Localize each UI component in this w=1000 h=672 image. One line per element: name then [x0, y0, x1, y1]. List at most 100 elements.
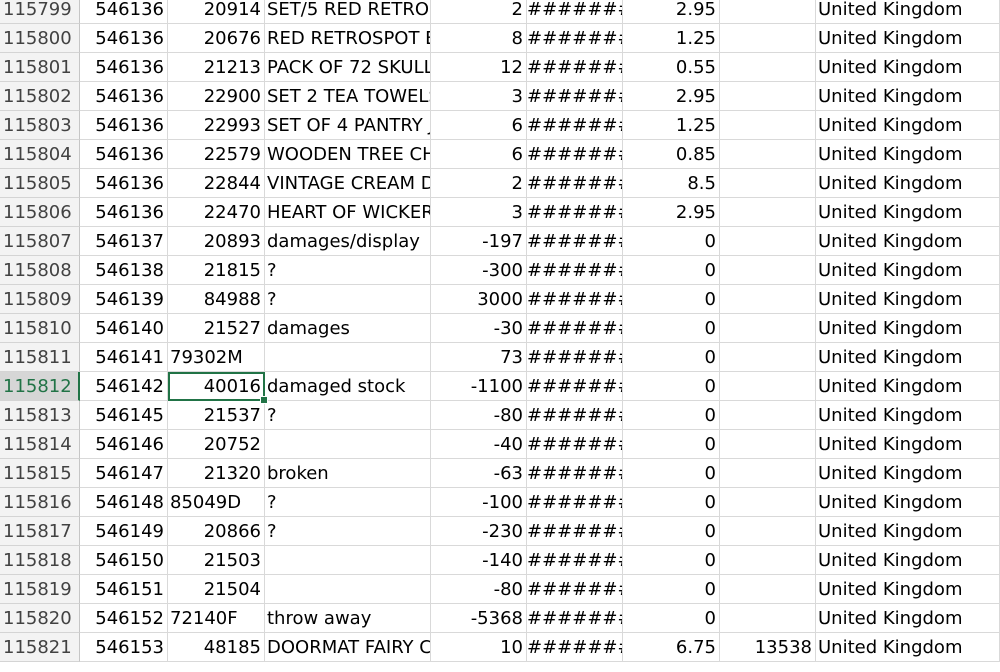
row-header[interactable]: 115819: [0, 575, 80, 604]
cell-invoice[interactable]: 546136: [80, 169, 168, 198]
cell-stock-code[interactable]: 21213: [168, 53, 265, 82]
cell-unit-price[interactable]: 0: [623, 285, 720, 314]
cell-country[interactable]: United Kingdom: [816, 227, 1000, 256]
cell-quantity[interactable]: -40: [431, 430, 527, 459]
cell-country[interactable]: United Kingdom: [816, 459, 1000, 488]
cell-invoice[interactable]: 546147: [80, 459, 168, 488]
cell-invoice[interactable]: 546140: [80, 314, 168, 343]
cell-customer-id[interactable]: [720, 604, 816, 633]
cell-quantity[interactable]: 6: [431, 111, 527, 140]
cell-stock-code[interactable]: 22993: [168, 111, 265, 140]
cell-country[interactable]: United Kingdom: [816, 633, 1000, 662]
cell-quantity[interactable]: -230: [431, 517, 527, 546]
row-header[interactable]: 115805: [0, 169, 80, 198]
cell-unit-price[interactable]: 0: [623, 546, 720, 575]
cell-quantity[interactable]: -197: [431, 227, 527, 256]
cell-invoice[interactable]: 546136: [80, 53, 168, 82]
cell-country[interactable]: United Kingdom: [816, 314, 1000, 343]
row-header[interactable]: 115804: [0, 140, 80, 169]
cell-unit-price[interactable]: 2.95: [623, 198, 720, 227]
cell-quantity[interactable]: 12: [431, 53, 527, 82]
cell-invoice-date[interactable]: ########: [527, 604, 623, 633]
cell-customer-id[interactable]: [720, 372, 816, 401]
cell-unit-price[interactable]: 0: [623, 459, 720, 488]
cell-invoice[interactable]: 546149: [80, 517, 168, 546]
cell-stock-code[interactable]: 21537: [168, 401, 265, 430]
cell-stock-code[interactable]: 21504: [168, 575, 265, 604]
cell-description[interactable]: VINTAGE CREAM DOG FOOD: [265, 169, 431, 198]
cell-quantity[interactable]: 8: [431, 24, 527, 53]
cell-invoice[interactable]: 546136: [80, 24, 168, 53]
cell-invoice[interactable]: 546136: [80, 82, 168, 111]
cell-quantity[interactable]: 2: [431, 0, 527, 24]
cell-customer-id[interactable]: [720, 546, 816, 575]
cell-customer-id[interactable]: [720, 140, 816, 169]
cell-invoice[interactable]: 546136: [80, 111, 168, 140]
cell-description[interactable]: broken: [265, 459, 431, 488]
cell-quantity[interactable]: 3: [431, 198, 527, 227]
cell-country[interactable]: United Kingdom: [816, 604, 1000, 633]
cell-quantity[interactable]: -140: [431, 546, 527, 575]
cell-stock-code[interactable]: 22844: [168, 169, 265, 198]
row-header[interactable]: 115816: [0, 488, 80, 517]
cell-description[interactable]: [265, 343, 431, 372]
cell-customer-id[interactable]: [720, 343, 816, 372]
cell-country[interactable]: United Kingdom: [816, 401, 1000, 430]
cell-unit-price[interactable]: 2.95: [623, 82, 720, 111]
cell-description[interactable]: HEART OF WICKER LARGE: [265, 198, 431, 227]
cell-description[interactable]: DOORMAT FAIRY CAKE: [265, 633, 431, 662]
cell-customer-id[interactable]: [720, 314, 816, 343]
cell-stock-code[interactable]: 20914: [168, 0, 265, 24]
cell-country[interactable]: United Kingdom: [816, 140, 1000, 169]
cell-stock-code[interactable]: 20893: [168, 227, 265, 256]
cell-invoice-date[interactable]: ########: [527, 459, 623, 488]
cell-quantity[interactable]: -80: [431, 401, 527, 430]
cell-description[interactable]: ?: [265, 517, 431, 546]
cell-quantity[interactable]: 6: [431, 140, 527, 169]
cell-invoice-date[interactable]: ########: [527, 53, 623, 82]
cell-stock-code[interactable]: 22900: [168, 82, 265, 111]
cell-description[interactable]: ?: [265, 285, 431, 314]
cell-invoice-date[interactable]: ########: [527, 401, 623, 430]
cell-invoice[interactable]: 546153: [80, 633, 168, 662]
row-header[interactable]: 115813: [0, 401, 80, 430]
row-header[interactable]: 115817: [0, 517, 80, 546]
row-header[interactable]: 115811: [0, 343, 80, 372]
cell-unit-price[interactable]: 0: [623, 488, 720, 517]
cell-unit-price[interactable]: 0: [623, 604, 720, 633]
cell-invoice[interactable]: 546138: [80, 256, 168, 285]
cell-description[interactable]: RED RETROSPOT BOWL: [265, 24, 431, 53]
cell-unit-price[interactable]: 0.85: [623, 140, 720, 169]
cell-description[interactable]: [265, 575, 431, 604]
row-header[interactable]: 115803: [0, 111, 80, 140]
row-header[interactable]: 115812: [0, 372, 80, 401]
cell-description[interactable]: PACK OF 72 SKULL CAKE CASES: [265, 53, 431, 82]
cell-country[interactable]: United Kingdom: [816, 256, 1000, 285]
cell-country[interactable]: United Kingdom: [816, 488, 1000, 517]
cell-country[interactable]: United Kingdom: [816, 53, 1000, 82]
cell-country[interactable]: United Kingdom: [816, 546, 1000, 575]
cell-unit-price[interactable]: 0: [623, 430, 720, 459]
cell-description[interactable]: SET OF 4 PANTRY JELLY MOULDS: [265, 111, 431, 140]
cell-customer-id[interactable]: [720, 575, 816, 604]
row-header[interactable]: 115814: [0, 430, 80, 459]
cell-stock-code[interactable]: 40016: [168, 372, 265, 401]
cell-invoice[interactable]: 546148: [80, 488, 168, 517]
cell-stock-code[interactable]: 85049D: [168, 488, 265, 517]
cell-invoice-date[interactable]: ########: [527, 198, 623, 227]
cell-unit-price[interactable]: 8.5: [623, 169, 720, 198]
cell-customer-id[interactable]: [720, 169, 816, 198]
cell-customer-id[interactable]: [720, 488, 816, 517]
cell-description[interactable]: [265, 546, 431, 575]
cell-stock-code[interactable]: 84988: [168, 285, 265, 314]
cell-invoice[interactable]: 546136: [80, 198, 168, 227]
cell-unit-price[interactable]: 1.25: [623, 111, 720, 140]
cell-stock-code[interactable]: 21527: [168, 314, 265, 343]
cell-country[interactable]: United Kingdom: [816, 430, 1000, 459]
cell-invoice-date[interactable]: ########: [527, 169, 623, 198]
row-header[interactable]: 115820: [0, 604, 80, 633]
cell-unit-price[interactable]: 0: [623, 256, 720, 285]
row-header[interactable]: 115815: [0, 459, 80, 488]
cell-invoice-date[interactable]: ########: [527, 488, 623, 517]
